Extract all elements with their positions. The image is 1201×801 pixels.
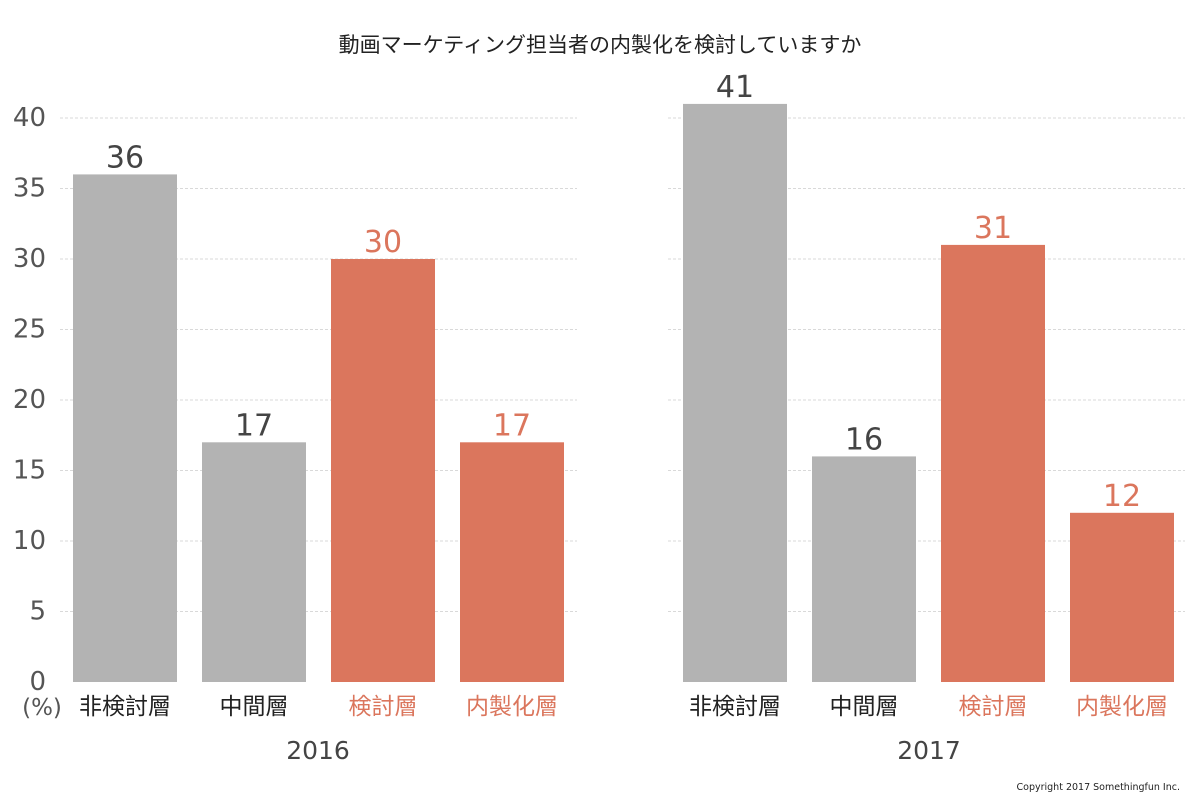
data-label: 17 <box>493 408 531 443</box>
y-tick-label: 40 <box>13 103 46 133</box>
y-tick-label: 10 <box>13 526 46 556</box>
category-label: 非検討層 <box>689 694 781 720</box>
bar <box>460 442 564 682</box>
y-tick-label: 25 <box>13 315 46 345</box>
category-label: 検討層 <box>959 694 1028 720</box>
category-label: 内製化層 <box>1076 694 1168 720</box>
y-tick-label: 5 <box>29 597 46 627</box>
y-tick-label: 30 <box>13 244 46 274</box>
y-tick-label: 0 <box>29 667 46 697</box>
category-label: 検討層 <box>349 694 418 720</box>
y-tick-label: 20 <box>13 385 46 415</box>
panel-year-label: 2017 <box>897 736 961 765</box>
category-label: 中間層 <box>220 694 289 720</box>
bars <box>73 103 1174 682</box>
labels: 36 非検討層 17 中間層 30 検討層 17 内製化層 2016 41 非検討層 16 中間層 31 検… <box>79 70 1168 765</box>
data-label: 17 <box>235 408 273 443</box>
data-label: 41 <box>716 70 754 105</box>
y-axis-ticks: 0 5 10 15 20 25 30 35 40 <box>13 103 46 697</box>
category-label: 内製化層 <box>466 694 558 720</box>
y-axis-unit-label: (%) <box>22 695 62 721</box>
bar <box>812 456 916 682</box>
category-label: 中間層 <box>830 694 899 720</box>
data-label: 16 <box>845 422 883 457</box>
y-tick-label: 35 <box>13 174 46 204</box>
bar <box>941 244 1045 682</box>
data-label: 31 <box>974 211 1012 246</box>
bar <box>73 174 177 682</box>
y-tick-label: 15 <box>13 456 46 486</box>
bar <box>202 442 306 682</box>
data-label: 12 <box>1103 479 1141 514</box>
copyright-text: Copyright 2017 Somethingfun Inc. <box>1017 782 1181 793</box>
bar <box>1070 512 1174 682</box>
category-label: 非検討層 <box>79 694 171 720</box>
bar <box>683 103 787 682</box>
bar <box>331 259 435 682</box>
data-label: 36 <box>106 140 144 175</box>
chart-title: 動画マーケティング担当者の内製化を検討していますか <box>339 33 862 57</box>
data-label: 30 <box>364 225 402 260</box>
panel-year-label: 2016 <box>286 736 350 765</box>
